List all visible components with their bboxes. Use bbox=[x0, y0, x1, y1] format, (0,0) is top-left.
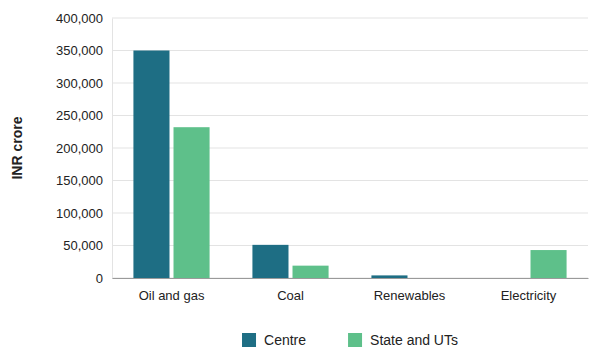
x-tick: Oil and gas bbox=[139, 278, 205, 303]
y-axis: 0 50,000 100,000 150,000 200,000 250,000 300,0… bbox=[56, 11, 113, 286]
bars bbox=[133, 51, 566, 279]
legend-swatch bbox=[348, 333, 362, 347]
legend-label: Centre bbox=[264, 332, 306, 348]
bar bbox=[371, 275, 407, 278]
y-tick: 100,000 bbox=[56, 206, 112, 221]
legend-item: Centre bbox=[242, 332, 306, 348]
y-tick-label: 200,000 bbox=[56, 141, 103, 156]
legend-label: State and UTs bbox=[370, 332, 458, 348]
grid-line bbox=[112, 18, 588, 19]
y-tick-label: 0 bbox=[96, 271, 103, 286]
bar bbox=[174, 127, 210, 278]
bar bbox=[531, 250, 567, 278]
y-tick-label: 300,000 bbox=[56, 76, 103, 91]
y-tick-label: 150,000 bbox=[56, 173, 103, 188]
y-tick-label: 100,000 bbox=[56, 206, 103, 221]
y-tick: 50,000 bbox=[63, 238, 112, 253]
grid bbox=[112, 18, 588, 278]
bar bbox=[412, 278, 448, 279]
y-axis-line bbox=[112, 19, 113, 279]
grid-line bbox=[112, 83, 588, 84]
series bbox=[174, 127, 567, 278]
y-tick-label: 50,000 bbox=[63, 238, 103, 253]
y-tick-label: 250,000 bbox=[56, 108, 103, 123]
y-tick: 300,000 bbox=[56, 76, 112, 91]
y-tick: 150,000 bbox=[56, 173, 112, 188]
x-tick: Renewables bbox=[374, 278, 446, 303]
series bbox=[133, 51, 407, 279]
y-tick-label: 400,000 bbox=[56, 11, 103, 26]
x-tick: Electricity bbox=[501, 278, 557, 303]
y-tick: 0 bbox=[96, 271, 112, 286]
legend-swatch bbox=[242, 333, 256, 347]
bar bbox=[133, 51, 169, 279]
x-axis: Oil and gas Coal Renewables Electricity bbox=[113, 278, 589, 303]
x-tick-label: Coal bbox=[277, 288, 304, 303]
x-tick-label: Renewables bbox=[374, 288, 446, 303]
legend-item: State and UTs bbox=[348, 332, 458, 348]
x-axis-line bbox=[113, 278, 589, 279]
bar bbox=[252, 245, 288, 278]
y-tick: 200,000 bbox=[56, 141, 112, 156]
bar bbox=[490, 278, 526, 279]
y-tick: 350,000 bbox=[56, 43, 112, 58]
y-axis-title: INR crore bbox=[9, 116, 25, 179]
y-tick-label: 350,000 bbox=[56, 43, 103, 58]
plot: 0 50,000 100,000 150,000 200,000 250,000 300,0… bbox=[56, 11, 589, 304]
grid-line bbox=[112, 115, 588, 116]
bar bbox=[293, 266, 329, 278]
x-tick-label: Electricity bbox=[501, 288, 557, 303]
grid-line bbox=[112, 50, 588, 51]
x-tick-label: Oil and gas bbox=[139, 288, 205, 303]
y-tick: 400,000 bbox=[56, 11, 112, 26]
x-tick: Coal bbox=[277, 278, 304, 303]
chart: 0 50,000 100,000 150,000 200,000 250,000 300,0… bbox=[0, 0, 600, 355]
legend: Centre State and UTs bbox=[242, 332, 458, 348]
y-tick: 250,000 bbox=[56, 108, 112, 123]
